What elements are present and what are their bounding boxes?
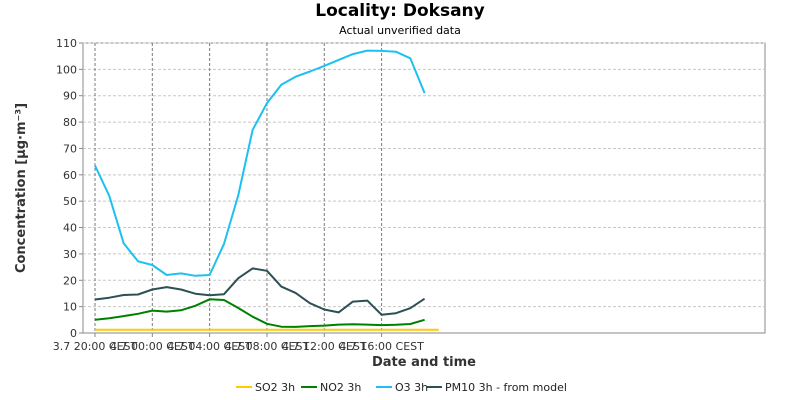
y-tick-label: 70: [63, 142, 77, 155]
y-axis: 0 10 20 30 40 50 60 70 80 90 100 110: [56, 37, 83, 340]
legend-label: O3 3h: [395, 381, 428, 394]
gridlines: [83, 42, 765, 333]
y-tick-label: 0: [70, 327, 77, 340]
x-tick-label: 4.7 04:00 CEST: [167, 340, 252, 353]
y-tick-label: 10: [63, 301, 77, 314]
series-lines: [94, 49, 439, 331]
legend-label: SO2 3h: [255, 381, 295, 394]
y-axis-title: Concentration [µg·m⁻³]: [14, 103, 29, 273]
chart-title: Locality: Doksany: [315, 1, 485, 21]
legend-label: PM10 3h - from model: [445, 381, 567, 394]
y-tick-label: 30: [63, 248, 77, 261]
y-tick-label: 50: [63, 195, 77, 208]
y-tick-label: 60: [63, 169, 77, 182]
plot-area: [82, 42, 766, 334]
y-tick-label: 20: [63, 274, 77, 287]
legend-item-no2: NO2 3h: [301, 381, 361, 394]
series-line-no2: [94, 298, 425, 328]
y-tick-label: 100: [56, 63, 77, 76]
y-tick-label: 40: [63, 222, 77, 235]
x-tick-label: 4.7 08:00 CEST: [225, 340, 310, 353]
x-tick-label: 4.7 00:00 CEST: [110, 340, 195, 353]
legend-item-o3: O3 3h: [376, 381, 428, 394]
x-tick-label: 4.7 16:00 CEST: [339, 340, 424, 353]
y-tick-label: 90: [63, 90, 77, 103]
chart-subtitle: Actual unverified data: [339, 24, 461, 37]
legend-item-pm10: PM10 3h - from model: [426, 381, 567, 394]
legend: SO2 3h NO2 3h O3 3h PM10 3h - from model: [236, 381, 567, 394]
y-tick-label: 110: [56, 37, 77, 50]
series-line-o3: [94, 49, 426, 277]
y-tick-label: 80: [63, 116, 77, 129]
x-axis-title: Date and time: [372, 355, 476, 370]
legend-label: NO2 3h: [320, 381, 361, 394]
x-tick-label: 4.7 12:00 CEST: [282, 340, 367, 353]
x-tick-label: 3.7 20:00 CEST: [53, 340, 138, 353]
legend-item-so2: SO2 3h: [236, 381, 295, 394]
series-line-pm10: [94, 267, 426, 316]
